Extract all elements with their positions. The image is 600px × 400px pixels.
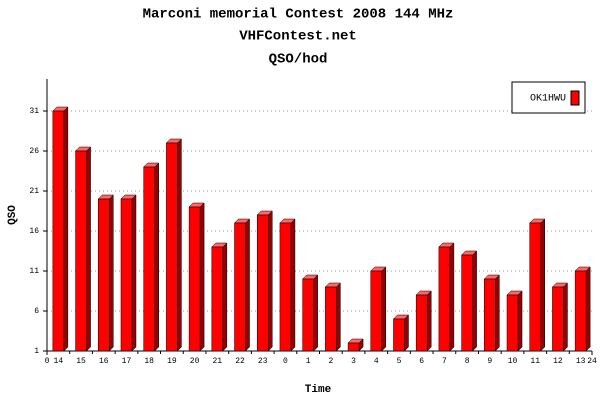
x-tick-label: 20: [190, 357, 200, 366]
bar: [529, 222, 541, 352]
chart-title: Marconi memorial Contest 2008 144 MHz: [143, 7, 454, 23]
bar: [234, 222, 246, 352]
bar: [52, 110, 65, 352]
bar-side: [540, 218, 545, 352]
bar-side: [404, 314, 409, 352]
chart-subtitle: QSO/hod: [269, 52, 328, 68]
bar-side: [245, 218, 250, 352]
bar-side: [131, 194, 137, 352]
legend-swatch: [570, 90, 580, 106]
bar-side: [472, 250, 477, 352]
y-tick-label: 11: [29, 267, 39, 276]
bar-side: [313, 274, 318, 352]
x-tick-label: 18: [144, 357, 154, 366]
bar: [211, 246, 224, 352]
bar: [256, 214, 269, 352]
x-tick-label: 16: [99, 357, 109, 366]
bar-side: [381, 266, 387, 352]
y-tick-label: 31: [29, 107, 39, 116]
x-tick-label: 11: [530, 357, 540, 366]
bar: [370, 270, 383, 352]
bar-side: [63, 106, 69, 352]
bar: [552, 286, 564, 352]
bar: [506, 294, 519, 352]
bar-side: [290, 218, 296, 352]
bar: [98, 198, 110, 352]
x-tick-label: 3: [351, 357, 356, 366]
x-tick-label: 10: [508, 357, 518, 366]
x-tick-label: 22: [235, 357, 245, 366]
bar: [120, 198, 133, 352]
bar: [438, 246, 451, 352]
x-tick-label: 9: [487, 357, 492, 366]
x-tick-label: 2: [328, 357, 333, 366]
x-tick-label: 19: [167, 357, 177, 366]
bar: [347, 342, 360, 352]
bar-side: [154, 162, 159, 352]
bar-side: [336, 282, 341, 352]
bar: [302, 278, 314, 352]
x-tick-label: 15: [76, 357, 86, 366]
bar-side: [426, 290, 432, 352]
bar-side: [177, 138, 182, 352]
x-tick-label: 8: [465, 357, 470, 366]
bar-side: [495, 274, 500, 352]
bar-side: [109, 194, 114, 352]
x-tick-label: 17: [122, 357, 132, 366]
bar-side: [267, 210, 273, 352]
x-tick-label: 12: [553, 357, 563, 366]
bar: [484, 278, 496, 352]
x-tick-label: 0: [45, 357, 50, 366]
bar-side: [585, 266, 591, 352]
x-tick-label: 5: [397, 357, 402, 366]
y-tick-label: 21: [29, 187, 39, 196]
bar: [75, 150, 87, 352]
x-tick-label: 13: [576, 357, 586, 366]
bar: [325, 286, 337, 352]
bar: [393, 318, 405, 352]
bar-side: [86, 146, 91, 352]
y-tick-label: 16: [29, 227, 39, 236]
x-tick-label: 7: [442, 357, 447, 366]
x-tick-label: 1: [306, 357, 311, 366]
bar-side: [222, 242, 228, 352]
x-tick-label: 4: [374, 357, 379, 366]
bar: [279, 222, 292, 352]
bar: [166, 142, 178, 352]
bar: [415, 294, 428, 352]
y-tick-label: 1: [34, 347, 39, 356]
x-tick-label: 6: [419, 357, 424, 366]
x-tick-label: 24: [587, 357, 597, 366]
bar-side: [563, 282, 568, 352]
y-tick-label: 26: [29, 147, 39, 156]
bar: [188, 206, 201, 352]
bar-side: [517, 290, 523, 352]
bar-side: [199, 202, 205, 352]
x-tick-label: 0: [283, 357, 288, 366]
x-tick-label: 23: [258, 357, 268, 366]
bar: [574, 270, 587, 352]
y-tick-label: 6: [34, 307, 39, 316]
x-tick-label: 21: [213, 357, 223, 366]
x-axis-title: Time: [305, 384, 332, 396]
chart-subtitle: VHFContest.net: [239, 29, 357, 45]
x-tick-label: 14: [54, 357, 64, 366]
bar-side: [449, 242, 455, 352]
bar: [143, 166, 155, 352]
legend-label: OK1HWU: [530, 94, 566, 105]
y-axis-title: QSO: [7, 205, 19, 225]
bar: [461, 254, 473, 352]
